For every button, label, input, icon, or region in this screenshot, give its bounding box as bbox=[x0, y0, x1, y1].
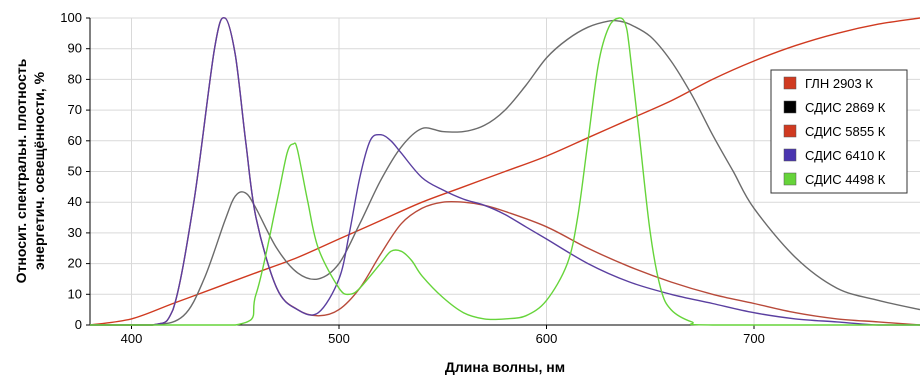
series-lines bbox=[89, 17, 920, 326]
legend-item-sdis-4498: СДИС 4498 К bbox=[783, 172, 886, 187]
x-axis-title: Длина волны, нм bbox=[445, 359, 565, 375]
y-tick-label: 100 bbox=[60, 10, 82, 25]
legend-item-sdis-5855: СДИС 5855 К bbox=[783, 124, 886, 139]
y-tick-label: 50 bbox=[68, 164, 82, 179]
x-tick-label: 500 bbox=[328, 331, 350, 346]
legend-label: СДИС 6410 К bbox=[805, 148, 886, 163]
y-tick-label: 60 bbox=[68, 133, 82, 148]
legend-item-sdis-6410: СДИС 6410 К bbox=[783, 148, 886, 163]
series-line-3 bbox=[89, 17, 920, 326]
legend-swatch bbox=[783, 172, 797, 186]
x-tick-label: 400 bbox=[121, 331, 143, 346]
legend-item-gln-2903: ГЛН 2903 К bbox=[783, 76, 873, 91]
tick-labels: 400 500 600 700 0 10 20 30 40 50 60 70 80 90 100 bbox=[60, 10, 765, 346]
y-tick-label: 90 bbox=[68, 41, 82, 56]
y-axis-title: Относит. спектральн. плотность энергетич… bbox=[13, 58, 47, 283]
y-tick-label: 10 bbox=[68, 286, 82, 301]
legend-swatch bbox=[783, 124, 797, 138]
y-tick-label: 70 bbox=[68, 102, 82, 117]
series-line-4 bbox=[89, 17, 920, 326]
y-tick-label: 0 bbox=[75, 317, 82, 332]
legend: ГЛН 2903 К СДИС 2869 К СДИС 5855 К СДИС … bbox=[770, 69, 908, 194]
legend-swatch bbox=[783, 100, 797, 114]
series-line-1 bbox=[89, 19, 920, 326]
legend-label: СДИС 5855 К bbox=[805, 124, 886, 139]
legend-item-sdis-2869: СДИС 2869 К bbox=[783, 100, 886, 115]
y-tick-label: 80 bbox=[68, 71, 82, 86]
legend-label: СДИС 2869 К bbox=[805, 100, 886, 115]
y-tick-label: 30 bbox=[68, 225, 82, 240]
legend-swatch bbox=[783, 148, 797, 162]
y-tick-label: 40 bbox=[68, 194, 82, 209]
legend-label: ГЛН 2903 К bbox=[805, 76, 873, 91]
y-tick-label: 20 bbox=[68, 256, 82, 271]
x-tick-label: 600 bbox=[536, 331, 558, 346]
y-axis-title-line-2: энергетич. освещённости, % bbox=[31, 71, 47, 270]
y-axis-title-line-1: Относит. спектральн. плотность bbox=[13, 58, 29, 283]
x-tick-label: 700 bbox=[743, 331, 765, 346]
legend-label: СДИС 4498 К bbox=[805, 172, 886, 187]
series-line-0 bbox=[89, 17, 920, 326]
legend-swatch bbox=[783, 76, 797, 90]
